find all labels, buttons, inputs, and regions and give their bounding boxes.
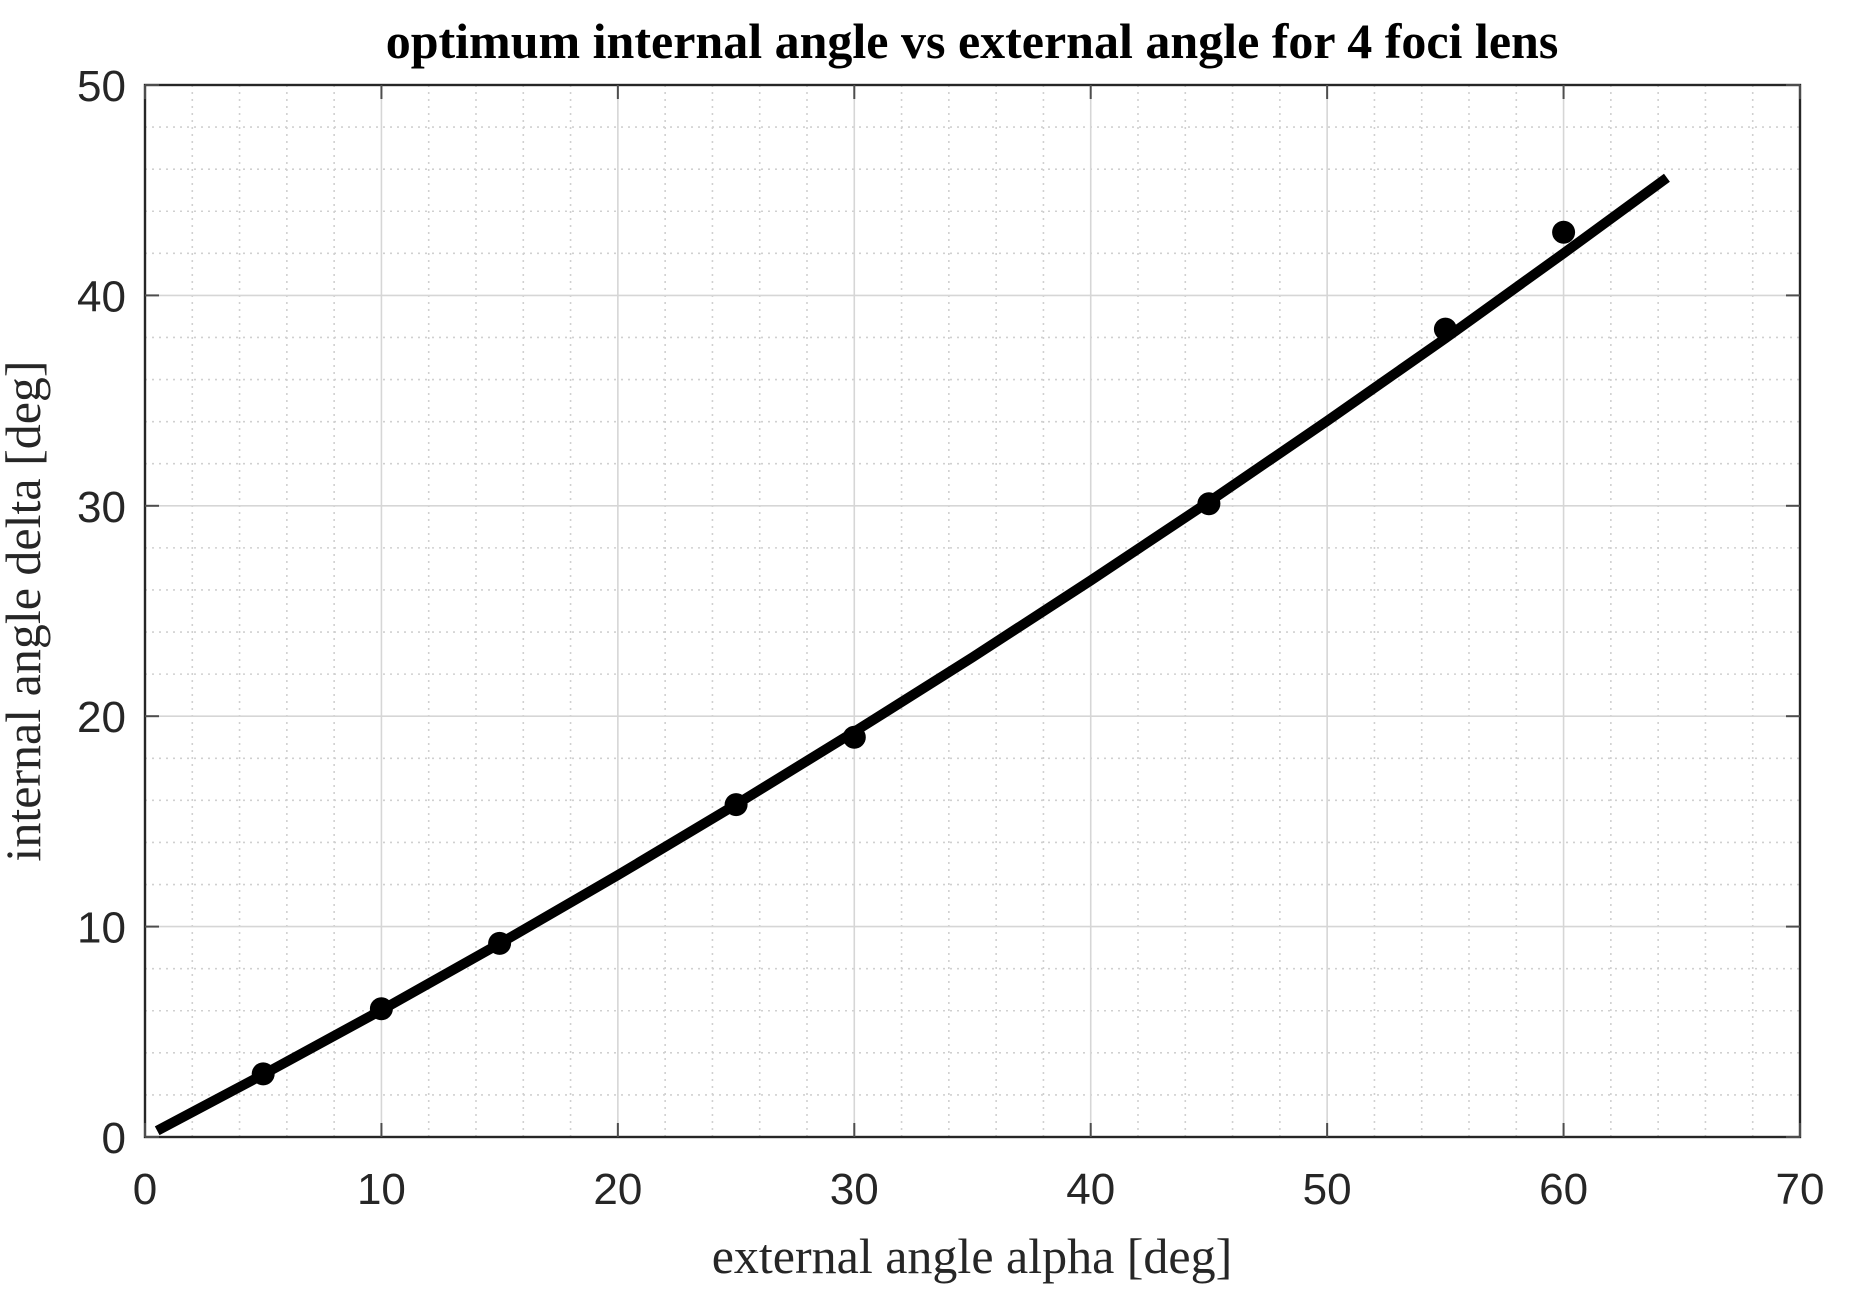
axes-box	[143, 83, 1802, 1139]
x-tick-label: 40	[1066, 1165, 1115, 1214]
tick-labels: 0 10 20 30 40 50 60 70 0 10 20 30 40 50	[77, 62, 1824, 1214]
y-tick-label: 20	[77, 693, 126, 742]
series-layer	[154, 173, 1670, 1136]
tick-marks	[144, 84, 1801, 1138]
x-tick-label: 20	[593, 1165, 642, 1214]
x-tick-label: 30	[830, 1165, 879, 1214]
chart-title: optimum internal angle vs external angle…	[386, 13, 1559, 69]
y-tick-label: 50	[77, 62, 126, 111]
y-tick-label: 10	[77, 904, 126, 953]
minor-gridlines	[145, 85, 1800, 1137]
x-tick-label: 60	[1539, 1165, 1588, 1214]
major-gridlines	[145, 85, 1800, 1137]
x-tick-label: 0	[133, 1165, 157, 1214]
fit-line	[154, 173, 1670, 1136]
x-tick-label: 10	[357, 1165, 406, 1214]
y-tick-label: 30	[77, 483, 126, 532]
x-axis-label: external angle alpha [deg]	[712, 1228, 1233, 1284]
x-tick-label: 70	[1776, 1165, 1825, 1214]
y-axis-label: internal angle delta [deg]	[0, 360, 51, 861]
axes-box-group	[143, 83, 1802, 1139]
data-point	[1552, 220, 1576, 244]
y-tick-label: 0	[102, 1114, 126, 1163]
y-tick-label: 40	[77, 272, 126, 321]
x-tick-label: 50	[1303, 1165, 1352, 1214]
